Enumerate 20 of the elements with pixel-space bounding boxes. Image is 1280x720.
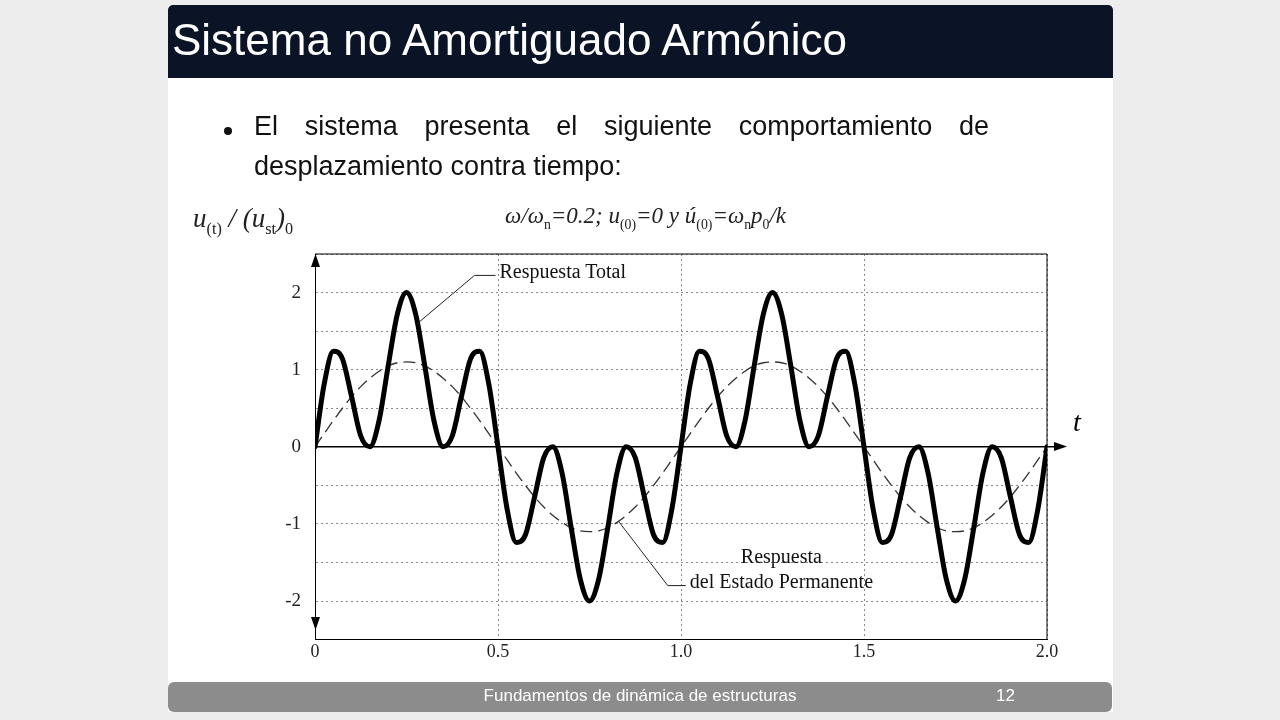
x-tick-label: 0 [310, 641, 320, 662]
y-tick-label: -2 [285, 589, 301, 611]
text: Fundamentos de dinámica de estructuras [483, 686, 797, 705]
y-axis-title: u$_{(t)}$ / (u$_{st}$)$_{0}$ [193, 203, 294, 239]
text: ω/ω$_{n}$=0.2; u$_{(0)}$=0 y ú$_{(0)}$=ω$_{n}$p$_{0}$/k [505, 203, 787, 233]
text: 12 [996, 686, 1015, 706]
y-tick-label: 0 [291, 434, 301, 456]
x-tick-label: 0.5 [486, 641, 510, 662]
chart-title: Sistema no Amortiguado Armónico [172, 14, 848, 66]
y-tick-label: -1 [285, 511, 301, 533]
annotation: Respuesta del Estado Permanente [689, 544, 874, 592]
y-tick-label: 1 [291, 357, 301, 379]
x-axis-title: t [1073, 406, 1083, 438]
y-tick-label: 2 [291, 280, 301, 302]
line-series [315, 361, 1047, 533]
chart-subtitle: El sistema presenta el siguiente comportamiento de desplazamiento contra tiempo: [254, 110, 989, 183]
annotation: Respuesta Total [499, 259, 627, 283]
x-tick-label: 2.0 [1035, 641, 1059, 662]
x-tick-label: 1.0 [669, 641, 693, 662]
x-tick-label: 1.5 [852, 641, 876, 662]
